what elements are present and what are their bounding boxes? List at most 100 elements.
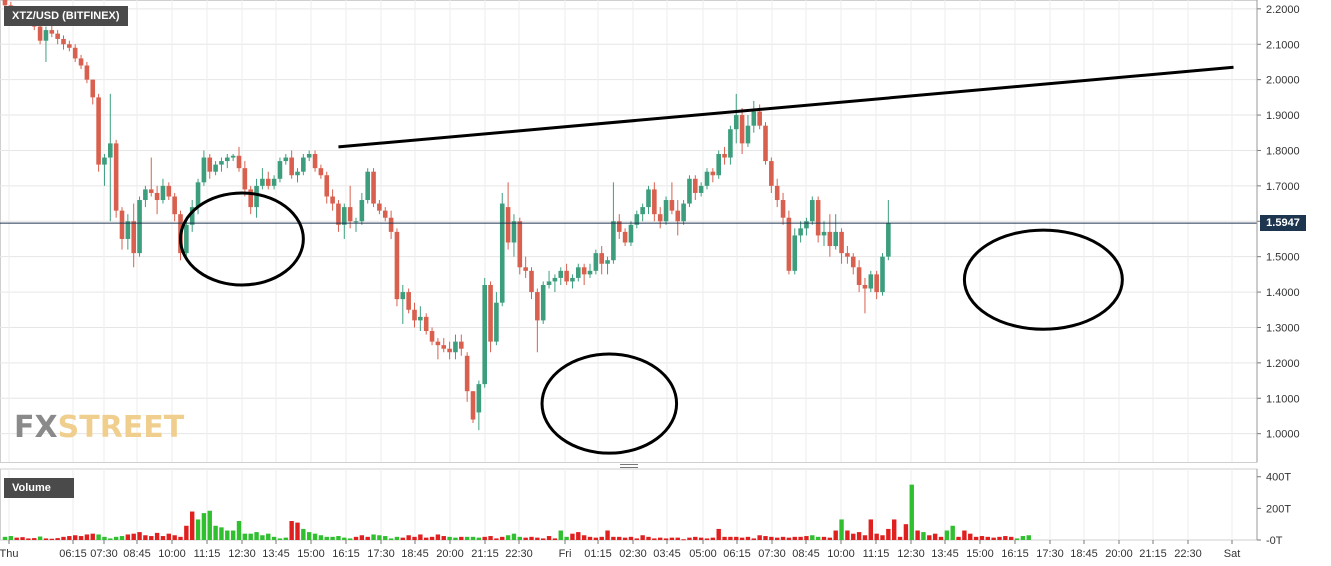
candle [113, 143, 119, 211]
volume-bar [459, 536, 464, 540]
panel-resize-handle[interactable] [620, 464, 638, 470]
candle [459, 341, 464, 349]
candle [511, 221, 517, 243]
volume-bar [775, 537, 780, 540]
volume-bar [149, 536, 154, 540]
candle [886, 223, 891, 257]
volume-bar [324, 536, 329, 540]
volume-bar [166, 533, 171, 540]
time-tick-label: 03:45 [653, 548, 681, 560]
price-tick-label: 1.4000 [1266, 287, 1300, 299]
candle [189, 207, 195, 225]
volume-bar [371, 534, 376, 540]
volume-bar [96, 534, 101, 540]
candle [225, 157, 230, 162]
volume-label[interactable]: Volume [4, 478, 74, 498]
candle [154, 192, 160, 201]
candle [810, 200, 815, 222]
volume-bar [622, 537, 628, 540]
candle [839, 231, 844, 254]
candle [739, 115, 745, 144]
volume-bar [131, 533, 136, 540]
price-tick-label: 1.7000 [1266, 181, 1300, 193]
volume-bar [786, 537, 792, 540]
candle [850, 256, 856, 268]
volume-bar [605, 530, 610, 540]
time-tick-label: 07:30 [758, 548, 786, 560]
volume-panel-border [0, 468, 1258, 541]
volume-bar [874, 533, 879, 540]
volume-bar [511, 533, 517, 540]
volume-bar [944, 530, 950, 540]
volume-bar [482, 536, 487, 540]
volume-bar [67, 536, 72, 540]
volume-bar [424, 537, 429, 540]
candle [242, 168, 248, 190]
candle [295, 171, 300, 176]
volume-bar [862, 535, 868, 540]
volume-bar [769, 536, 774, 540]
volume-bar [950, 525, 955, 540]
candle [757, 111, 762, 126]
time-tick-label: Sat [1224, 548, 1241, 560]
candle [698, 185, 704, 193]
volume-bar [675, 537, 680, 540]
volume-bar [658, 537, 663, 540]
volume-bar [576, 532, 581, 540]
time-tick-label: 12:30 [897, 548, 925, 560]
volume-bar [108, 538, 113, 540]
candle [856, 267, 862, 285]
volume-bar [517, 536, 522, 540]
time-tick-label: 02:30 [619, 548, 647, 560]
candle [160, 185, 166, 201]
candle [693, 178, 698, 193]
volume-bar [734, 536, 739, 540]
time-tick-label: 06:15 [723, 548, 751, 560]
volume-bar [447, 536, 452, 540]
volume-bar [435, 534, 441, 540]
candle [137, 200, 142, 254]
candle [529, 270, 534, 293]
volume-bar [564, 536, 569, 540]
candle [499, 203, 505, 303]
volume-bar [312, 533, 318, 540]
volume-bar [277, 538, 283, 540]
volume-bar [412, 536, 417, 540]
volume-bar [359, 535, 365, 540]
volume-bar [973, 536, 979, 540]
candle [283, 157, 289, 162]
candle [201, 157, 207, 183]
time-tick-label: 18:45 [401, 548, 429, 560]
candle [172, 196, 177, 215]
volume-bar [32, 538, 37, 540]
time-tick-label: 13:45 [931, 548, 959, 560]
volume-bar [892, 519, 897, 540]
volume-bar [184, 525, 189, 540]
candle [868, 274, 874, 289]
trend-line [338, 65, 1234, 149]
volume-bar [61, 536, 66, 540]
volume-bar [1014, 538, 1020, 540]
volume-bar [43, 538, 49, 540]
symbol-label[interactable]: XTZ/USD (BITFINEX) [4, 6, 128, 26]
candle [570, 277, 575, 282]
volume-bar [587, 536, 593, 540]
candle [260, 178, 265, 186]
volume-bar [283, 537, 288, 540]
volume-bar [611, 536, 616, 540]
candle [277, 161, 283, 179]
candle [535, 292, 540, 321]
volume-bar [541, 538, 546, 540]
candle [67, 44, 72, 48]
candle [675, 210, 681, 222]
candle [388, 217, 394, 232]
volume-bar [195, 519, 201, 540]
candle [377, 203, 382, 211]
candle [774, 185, 780, 201]
volume-bar [628, 536, 634, 540]
candle [265, 178, 271, 186]
volume-bar [470, 536, 476, 540]
time-tick-label: 12:30 [228, 548, 256, 560]
volume-bar [599, 536, 604, 540]
